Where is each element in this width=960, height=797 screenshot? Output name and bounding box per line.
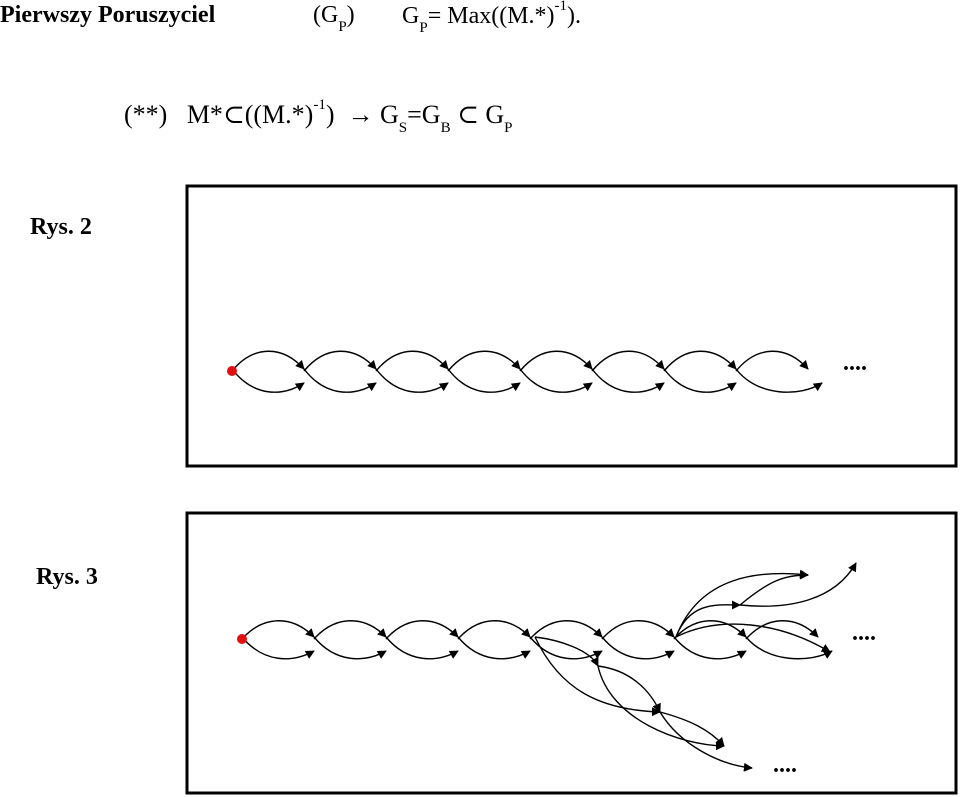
figure-2-frame [185,184,958,468]
chain-arrow-lower [457,636,531,660]
chain-arrow-lower [375,368,449,393]
figure-3-start-node [237,634,247,644]
figure-3-branches [534,562,857,772]
chain-arrow-lower [241,636,315,660]
figure-2-label: Rys. 2 [30,214,92,240]
chain-arrow-lower [591,368,665,393]
figure-2-ellipsis: .... [843,350,867,376]
figure-3-frame [185,511,958,795]
chain-arrow-upper [673,620,747,640]
figure-3-ellipsis-branch: .... [773,752,797,778]
chain-arrow-lower [313,636,387,660]
chain-arrow-lower [447,368,521,393]
chain-arrow-upper [385,620,459,640]
chain-arrow-upper [519,350,593,372]
chain-arrow-lower [303,368,377,393]
chain-arrow-lower [663,368,737,393]
chain-arrow-upper [457,620,531,640]
branch-arrow [597,665,725,751]
figure-3-ellipsis-main: .... [852,620,876,646]
chain-arrow-upper [447,350,521,372]
chain-arrow-upper [241,620,315,640]
chain-arrow-upper [663,350,737,372]
branch-arrow [675,569,809,638]
branch-arrow [739,570,809,606]
branch-arrow [659,711,725,747]
branch-arrow [675,623,831,653]
branch-arrow [739,562,857,607]
gp-label: (GP) [313,2,355,35]
chain-arrow-lower [231,368,305,393]
chain-arrow-lower [529,636,603,660]
header-title: Pierwszy Poruszyciel [0,2,216,28]
chain-arrow-upper [601,620,675,640]
formula-2: (**) M*⊂((M.*)-1) → GS=GB ⊂ GP [124,97,513,137]
branch-arrow [659,711,753,772]
chain-arrow-upper [313,620,387,640]
figure-2-chain [231,350,823,393]
chain-arrow-upper [303,350,377,372]
figure-2-start-node [227,366,237,376]
chain-arrow-upper [745,620,819,640]
chain-arrow-upper [735,350,809,372]
chain-arrow-lower [735,368,823,393]
chain-arrow-lower [745,636,833,660]
chain-arrow-upper [375,350,449,372]
gp-definition: GP= Max((M.*)-1). [402,0,582,36]
figure-3-chain [241,620,833,660]
figure-3-label: Rys. 3 [36,564,98,590]
chain-arrow-lower [519,368,593,393]
branch-arrow [534,636,599,667]
chain-arrow-lower [385,636,459,660]
branch-arrow [534,636,661,717]
chain-arrow-upper [529,620,603,640]
chain-arrow-lower [601,636,675,660]
chain-arrow-upper [231,350,305,372]
chain-arrow-upper [591,350,665,372]
branch-arrow [597,665,661,713]
chain-arrow-lower [673,636,747,660]
